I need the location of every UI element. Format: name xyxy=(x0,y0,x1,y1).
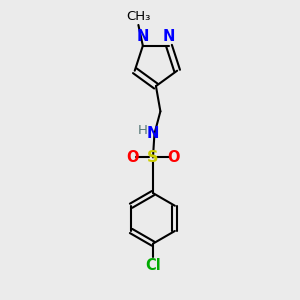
Text: Cl: Cl xyxy=(145,259,161,274)
Text: H: H xyxy=(138,124,148,137)
Text: N: N xyxy=(137,29,149,44)
Text: CH₃: CH₃ xyxy=(126,10,151,22)
Text: O: O xyxy=(167,150,179,165)
Text: O: O xyxy=(127,150,139,165)
Text: N: N xyxy=(163,29,175,44)
Text: N: N xyxy=(147,126,159,141)
Text: S: S xyxy=(147,150,159,165)
